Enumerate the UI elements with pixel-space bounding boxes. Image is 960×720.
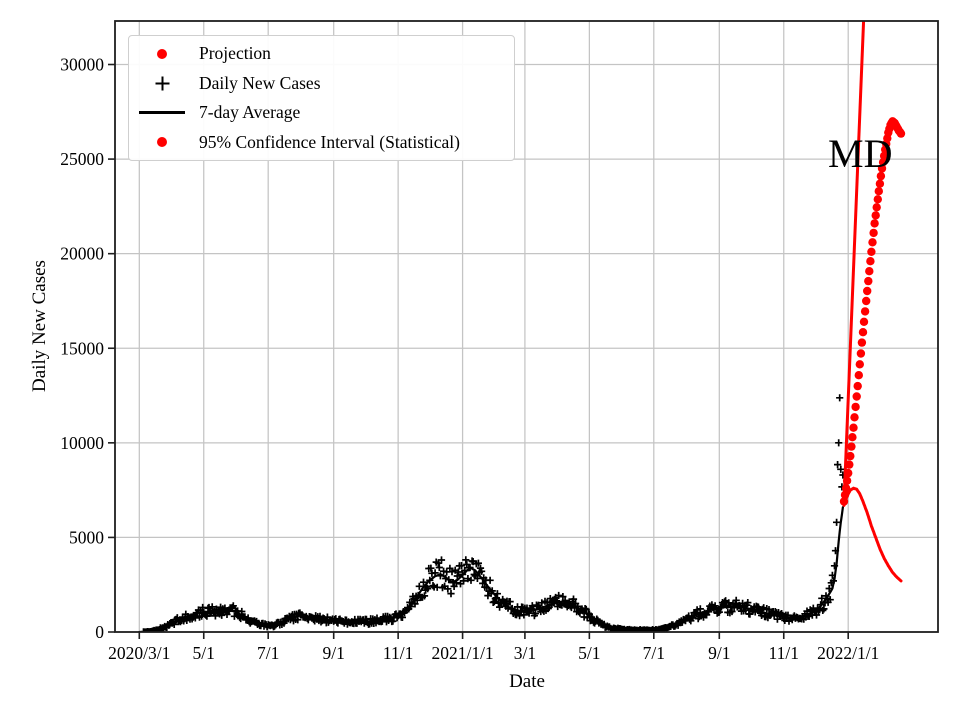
- projection-dot: [848, 433, 857, 442]
- legend-label: Projection: [199, 43, 271, 64]
- legend-label: 7-day Average: [199, 102, 301, 123]
- projection-dot: [873, 195, 882, 204]
- projection-dot: [866, 257, 875, 266]
- projection-dot: [844, 468, 853, 478]
- x-tick-label: 7/1: [257, 643, 279, 663]
- legend-item-confidence-interval: 95% Confidence Interval (Statistical): [129, 128, 514, 156]
- projection-dot: [863, 286, 872, 296]
- y-axis-label: Daily New Cases: [29, 260, 50, 392]
- x-tick-label: 2022/1/1: [817, 643, 879, 663]
- legend-label: 95% Confidence Interval (Statistical): [199, 131, 460, 152]
- projection-dots: [839, 117, 906, 506]
- projection-dot: [857, 338, 867, 347]
- y-tick-label: 15000: [60, 338, 104, 358]
- y-tick-label: 20000: [60, 244, 104, 264]
- x-tick-label: 2021/1/1: [431, 643, 493, 663]
- projection-dot: [878, 158, 888, 167]
- y-tick-label: 5000: [69, 527, 104, 547]
- projection-dot: [846, 451, 855, 461]
- x-tick-label: 3/1: [514, 643, 536, 663]
- x-tick-label: 5/1: [193, 643, 215, 663]
- y-tick-label: 10000: [60, 433, 104, 453]
- projection-dot: [867, 247, 876, 256]
- projection-dot: [858, 328, 868, 337]
- projection-dot: [874, 187, 883, 196]
- projection-dot: [855, 360, 864, 369]
- projection-dot: [859, 317, 869, 326]
- projection-dot: [896, 129, 906, 138]
- plot-data-layer: [138, 21, 906, 632]
- projection-dot: [839, 497, 849, 506]
- projection-dot: [872, 203, 881, 212]
- projection-dot: [875, 179, 885, 188]
- x-tick-label: 11/1: [383, 643, 413, 663]
- projection-dot: [856, 349, 866, 358]
- legend-item-daily-new-cases: Daily New Cases: [129, 69, 514, 97]
- x-tick-label: 5/1: [578, 643, 600, 663]
- plus-marker-icon: [129, 75, 195, 92]
- projection-dot: [849, 423, 858, 432]
- seven-day-average-line: [138, 506, 844, 632]
- y-tick-label: 0: [95, 622, 104, 642]
- legend: Projection Daily New Cases 7-day Average…: [128, 35, 515, 161]
- projection-dot: [852, 392, 861, 401]
- y-tick-label: 30000: [60, 55, 104, 75]
- projection-dot: [869, 228, 878, 238]
- axis-ticks: 0 5000 10000 15000 20000 25000 30000 2020/3/1 5/…: [60, 55, 879, 663]
- legend-item-7day-average: 7-day Average: [129, 99, 514, 127]
- projection-dot: [871, 211, 880, 220]
- projection-dot-icon: [129, 48, 195, 59]
- projection-dot: [877, 164, 887, 173]
- projection-dot: [842, 476, 852, 485]
- daily-new-cases-markers: [139, 394, 847, 632]
- y-tick-label: 25000: [60, 149, 104, 169]
- x-tick-label: 11/1: [769, 643, 799, 663]
- x-tick-label: 9/1: [708, 643, 730, 663]
- projection-dot: [862, 296, 871, 306]
- x-tick-label: 2020/3/1: [108, 643, 170, 663]
- projection-dot: [864, 276, 873, 286]
- x-tick-label: 7/1: [643, 643, 665, 663]
- ci-upper-line: [842, 21, 866, 504]
- projection-dot: [868, 238, 877, 247]
- projection-dot: [841, 484, 851, 493]
- legend-item-projection: Projection: [129, 40, 514, 68]
- projection-dot: [876, 171, 886, 181]
- projection-dot: [847, 442, 856, 451]
- x-axis-label: Date: [509, 671, 545, 692]
- projection-dot: [850, 413, 859, 422]
- projection-dot: [851, 402, 860, 412]
- projection-dot: [853, 381, 862, 391]
- projection-dot: [845, 460, 854, 469]
- ci-dot-icon: [129, 137, 195, 148]
- projection-dot: [854, 371, 863, 380]
- projection-dot: [860, 307, 870, 316]
- projection-dot: [840, 490, 850, 500]
- line-swatch-icon: [129, 111, 195, 115]
- ci-lower-line: [842, 486, 903, 583]
- x-tick-label: 9/1: [323, 643, 345, 663]
- state-annotation: MD: [828, 131, 893, 176]
- projection-dot: [870, 219, 879, 228]
- projection-dot: [879, 151, 889, 161]
- plot-border: [114, 20, 939, 633]
- projection-dot: [865, 267, 874, 276]
- legend-label: Daily New Cases: [199, 72, 321, 93]
